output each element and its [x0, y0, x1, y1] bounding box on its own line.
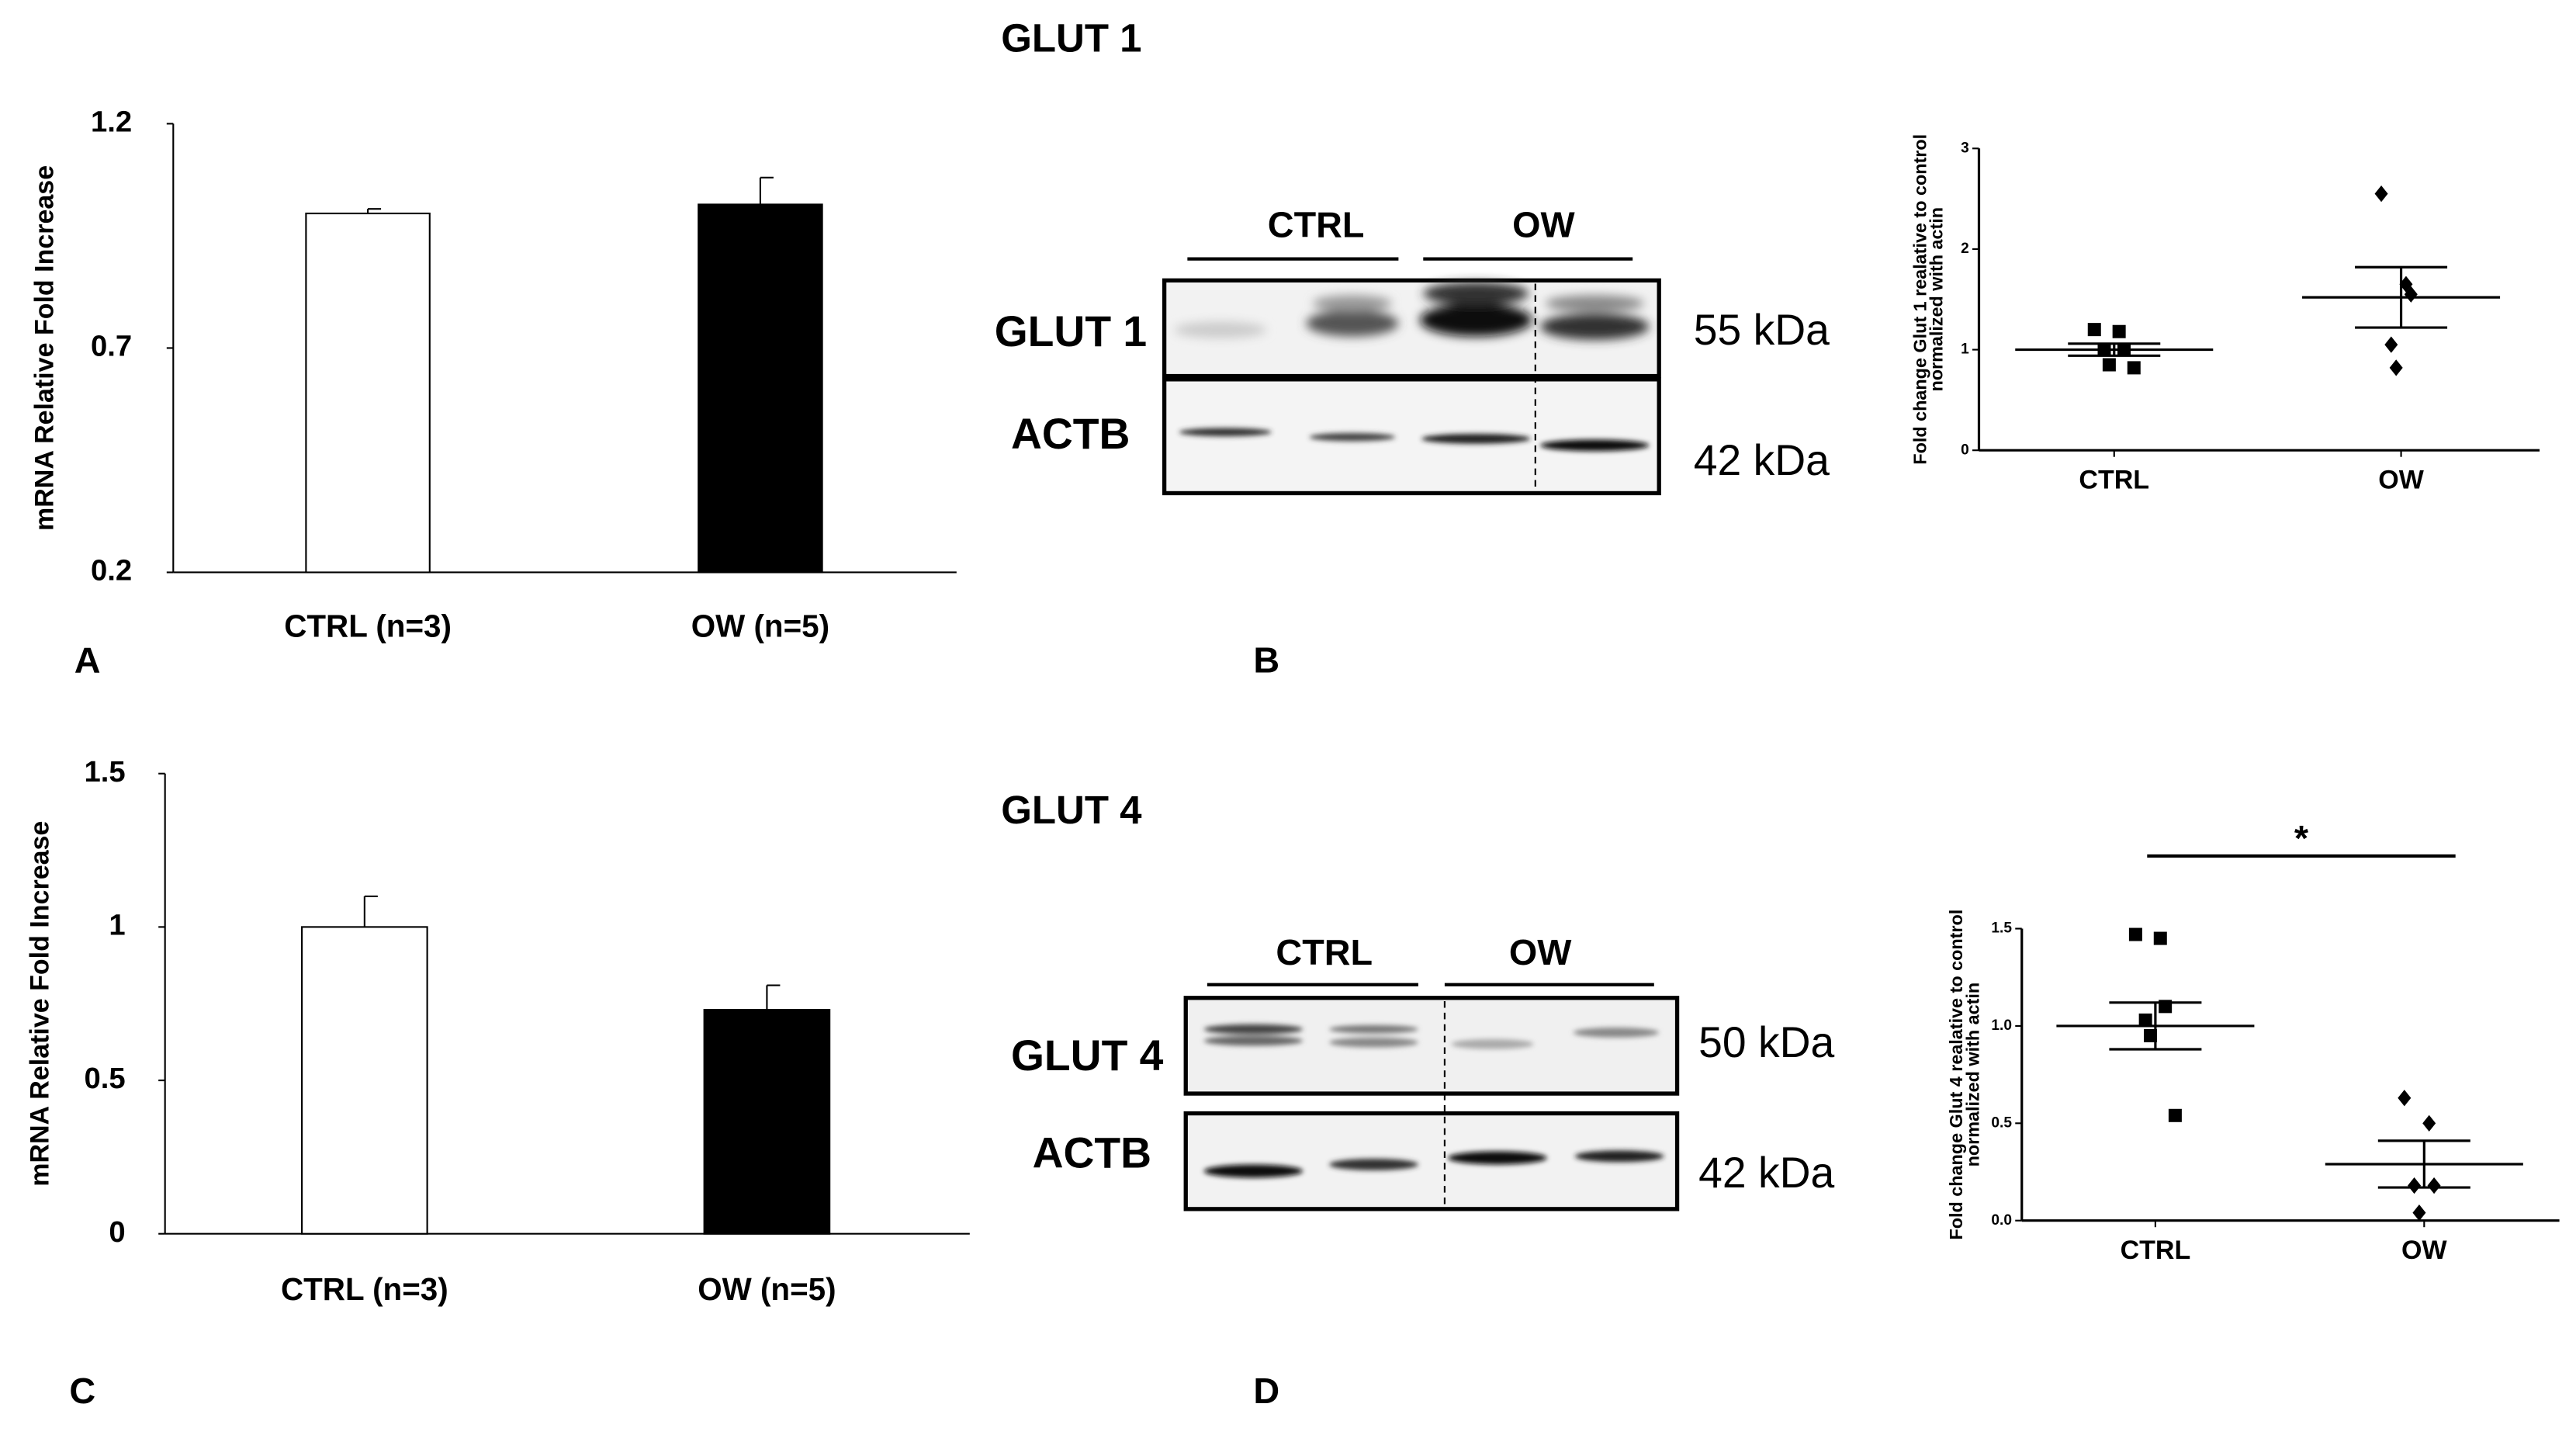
y-tick-label: 0.7	[91, 330, 132, 363]
panel-label: D	[1253, 1371, 1279, 1411]
y-axis-label: Fold change Glut 1 realative to control	[1909, 134, 1930, 465]
group-label: CTRL	[1276, 932, 1373, 972]
row-label: ACTB	[1011, 410, 1130, 458]
panel-title: GLUT 1	[1001, 16, 1141, 61]
point	[2144, 1028, 2158, 1042]
y-axis-label: mRNA Relative Fold Increase	[25, 821, 54, 1187]
bands	[1174, 282, 1650, 340]
y-tick-label: 0.5	[84, 1062, 125, 1095]
x-tick-label: CTRL (n=3)	[281, 1271, 448, 1307]
point	[2153, 931, 2167, 945]
bar	[305, 212, 431, 574]
size-label: 50 kDa	[1698, 1018, 1834, 1066]
point	[2102, 358, 2116, 372]
x-tick-label: OW	[2378, 466, 2424, 495]
blot-strip	[1183, 1111, 1680, 1211]
y-axis-label: mRNA Relative Fold Increase	[30, 165, 60, 531]
bar	[703, 1009, 831, 1235]
x-tick-label: OW (n=5)	[698, 1271, 836, 1307]
y-axis-label: Fold change Glut 4 realative to control	[1946, 910, 1966, 1240]
y-tick-label: 2	[1961, 241, 1969, 257]
y-tick-label: 1.5	[1991, 920, 2012, 937]
point	[2412, 1204, 2426, 1222]
panel-label: B	[1253, 640, 1279, 681]
row-label: ACTB	[1033, 1128, 1151, 1177]
panel-label: A	[74, 640, 101, 681]
y-tick-label: 1.5	[84, 755, 125, 789]
x-tick-label: CTRL	[2121, 1236, 2191, 1265]
y-tick-label: 0.2	[91, 554, 132, 588]
y-tick-label: 1	[109, 909, 125, 942]
bands	[1179, 428, 1650, 452]
chart: 0.0 0.5 1.0 1.5 Fold change Glut 4 realative…	[1946, 818, 2560, 1265]
point	[2374, 185, 2388, 203]
point	[2422, 1114, 2436, 1132]
bands	[1203, 1024, 1664, 1178]
western-blot: CTRL OW GLUT 1 ACTB 55 kDa 42 kDa	[995, 205, 1830, 496]
blot-strip	[1162, 377, 1661, 496]
y-tick-label: 0.5	[1991, 1114, 2012, 1131]
point	[2427, 1177, 2441, 1194]
x-tick-label: OW	[2401, 1236, 2447, 1265]
size-label: 42 kDa	[1698, 1149, 1834, 1197]
chart: 0.2 0.7 1.2 mRNA Relative Fold Increase CTRL…	[30, 106, 957, 643]
y-tick-label: 0	[1961, 442, 1969, 458]
western-blot: CTRL OW GLUT 4 ACTB 50 kDa 42 kDa	[1011, 932, 1835, 1211]
y-tick-label: 0.0	[1991, 1212, 2012, 1229]
size-label: 55 kDa	[1694, 306, 1830, 354]
point	[2087, 323, 2101, 337]
row-label: GLUT 1	[995, 307, 1147, 355]
group-label: OW	[1509, 932, 1572, 972]
chart: 0 1 2 3 Fold change Glut 1 realative to cont…	[1909, 134, 2540, 495]
point	[2398, 1090, 2412, 1107]
point	[2408, 1177, 2422, 1194]
x-tick-label: CTRL (n=3)	[284, 608, 452, 643]
y-tick-label: 1	[1961, 341, 1969, 358]
size-label: 42 kDa	[1694, 436, 1830, 484]
x-tick-label: CTRL	[2079, 466, 2149, 495]
group-label: CTRL	[1268, 205, 1365, 245]
point	[2127, 361, 2141, 375]
point	[2112, 324, 2126, 338]
bar	[698, 203, 823, 574]
y-tick-label: 3	[1961, 140, 1969, 156]
y-tick-label: 1.0	[1991, 1017, 2012, 1034]
point	[2389, 359, 2403, 376]
annotation: *	[2294, 818, 2309, 858]
y-axis-label: normalized with actin	[1962, 983, 1982, 1167]
x-tick-label: OW (n=5)	[691, 608, 829, 643]
blot-strip	[1183, 996, 1680, 1096]
point	[2138, 1013, 2152, 1027]
y-tick-label: 0	[109, 1215, 125, 1249]
panel-label: C	[69, 1371, 95, 1411]
point	[2384, 336, 2398, 353]
row-label: GLUT 4	[1011, 1031, 1164, 1080]
panel-title: GLUT 4	[1001, 788, 1142, 832]
y-tick-label: 1.2	[91, 106, 132, 139]
group-label: OW	[1512, 205, 1575, 245]
point	[2168, 1108, 2182, 1122]
y-axis-label: normalized with actin	[1927, 207, 1947, 392]
point	[2128, 927, 2142, 941]
bar	[301, 926, 428, 1235]
chart: 0 0.5 1 1.5 mRNA Relative Fold Increase CTRL …	[25, 755, 970, 1307]
